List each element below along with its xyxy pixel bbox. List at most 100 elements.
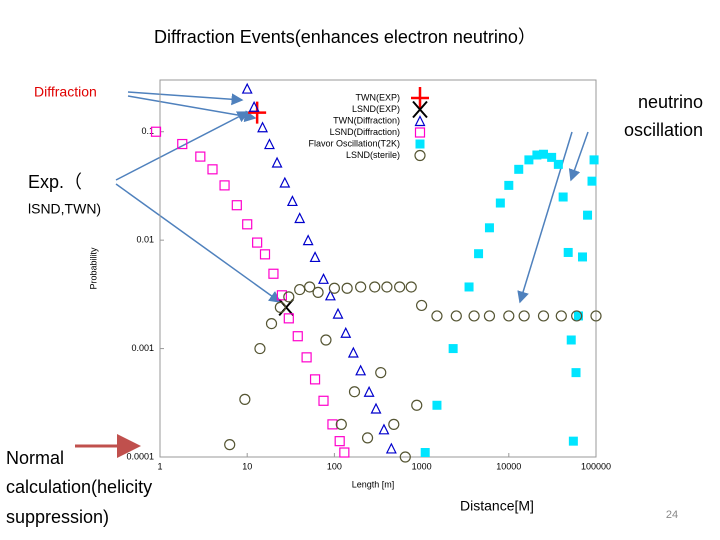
point xyxy=(524,155,534,165)
oscillation-label: oscillation xyxy=(624,120,703,140)
diffraction-label: Diffraction xyxy=(34,84,97,100)
point xyxy=(355,281,367,293)
point xyxy=(495,198,505,208)
point xyxy=(420,448,430,458)
point xyxy=(537,310,550,322)
point xyxy=(259,249,271,260)
point xyxy=(432,400,442,410)
point xyxy=(302,234,314,246)
point xyxy=(394,281,406,293)
page-number: 24 xyxy=(666,509,678,521)
legend-label: Flavor Oscillation(T2K) xyxy=(308,138,400,148)
point xyxy=(334,436,345,447)
plot-frame xyxy=(159,79,597,458)
point xyxy=(268,268,279,279)
point xyxy=(254,342,266,355)
point xyxy=(411,399,423,411)
point xyxy=(340,326,352,338)
exp-label: lSND,TWN) xyxy=(28,201,101,217)
x-tick-label: 100 xyxy=(327,461,342,471)
point xyxy=(304,281,316,293)
point xyxy=(483,310,496,322)
point xyxy=(464,282,474,292)
point xyxy=(328,282,340,294)
point xyxy=(271,156,283,168)
point xyxy=(318,395,329,406)
point xyxy=(388,418,400,430)
y-axis-label: Probability xyxy=(88,247,98,290)
point xyxy=(566,335,576,345)
point xyxy=(347,346,359,358)
point xyxy=(320,334,332,346)
point xyxy=(318,272,329,284)
legend-marker xyxy=(414,149,426,162)
point xyxy=(327,419,338,430)
point xyxy=(571,368,581,378)
point xyxy=(332,307,344,319)
point xyxy=(370,402,382,414)
point xyxy=(431,310,443,322)
point xyxy=(239,393,251,405)
point xyxy=(518,310,530,322)
point xyxy=(539,149,549,159)
x-tick-label: 10000 xyxy=(496,461,521,471)
point xyxy=(195,151,206,162)
point xyxy=(416,299,428,312)
point xyxy=(301,352,312,363)
point xyxy=(532,150,542,160)
point xyxy=(219,180,230,191)
point xyxy=(341,282,353,294)
point xyxy=(553,159,563,169)
point xyxy=(547,152,557,162)
point xyxy=(309,251,321,263)
point xyxy=(574,311,584,321)
point xyxy=(335,418,347,430)
point xyxy=(369,281,381,293)
legend-marker xyxy=(414,115,426,127)
point xyxy=(231,200,242,211)
point xyxy=(568,436,578,446)
point xyxy=(555,310,567,322)
point xyxy=(265,317,278,330)
point xyxy=(283,291,295,303)
point xyxy=(283,313,294,324)
exp-label: Exp.（ xyxy=(28,172,82,192)
legend-marker xyxy=(415,139,425,149)
point xyxy=(242,219,253,230)
y-tick-label: 0.01 xyxy=(136,235,154,245)
point xyxy=(474,249,484,259)
x-tick-label: 1 xyxy=(157,461,162,471)
point xyxy=(577,252,587,262)
point xyxy=(294,283,306,296)
point xyxy=(309,374,321,385)
point xyxy=(361,432,374,444)
point xyxy=(448,344,458,354)
point xyxy=(590,310,602,322)
point xyxy=(294,212,306,224)
x-tick-label: 100000 xyxy=(581,461,611,471)
point xyxy=(248,101,267,124)
point xyxy=(312,286,324,298)
point xyxy=(177,138,188,150)
point xyxy=(224,439,236,451)
y-tick-label: 0.1 xyxy=(141,126,154,136)
point xyxy=(468,310,480,322)
point xyxy=(375,367,387,379)
point xyxy=(274,301,286,313)
point xyxy=(504,180,514,190)
point xyxy=(207,164,218,175)
point xyxy=(378,423,390,435)
point xyxy=(324,289,336,301)
point xyxy=(241,82,253,94)
point xyxy=(248,100,260,112)
y-tick-label: 0.0001 xyxy=(126,451,154,461)
legend-marker xyxy=(411,87,429,109)
x-tick-label: 1000 xyxy=(412,461,432,471)
point xyxy=(150,126,162,137)
point xyxy=(257,121,269,133)
point xyxy=(276,290,288,301)
point xyxy=(484,223,494,233)
point xyxy=(363,385,375,397)
point xyxy=(385,442,397,454)
